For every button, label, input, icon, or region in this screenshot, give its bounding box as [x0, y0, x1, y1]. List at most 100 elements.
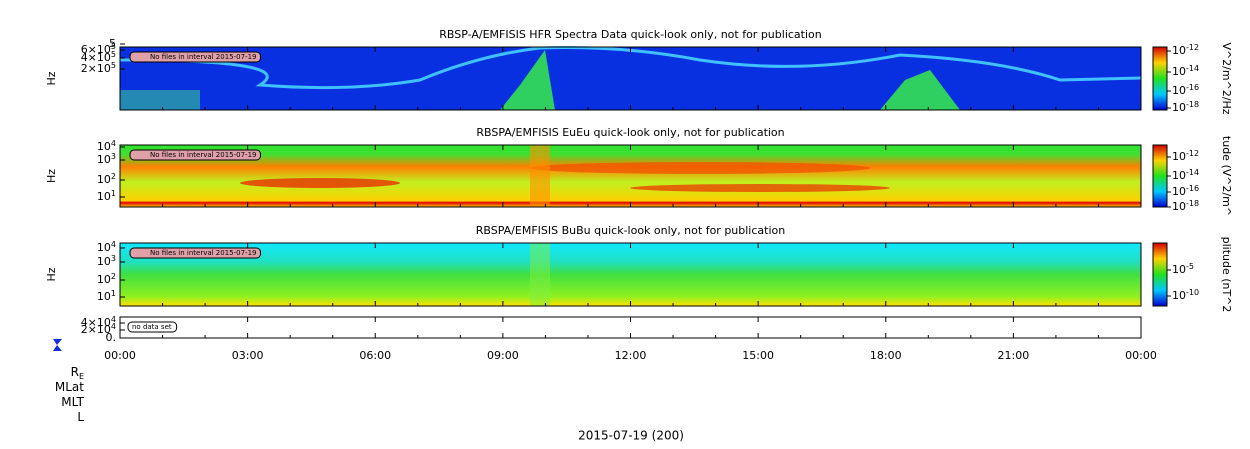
y-tick-label-exp: 4: [111, 322, 116, 331]
y-tick-label-base: 10: [97, 173, 111, 186]
colorbar-tick-label: 10-14: [1172, 168, 1199, 183]
colorbar-tick-label: 10-16: [1172, 184, 1199, 199]
colorbar-tick-label: 10-12: [1172, 149, 1199, 164]
colorbar-tick-label-base: 10: [1172, 263, 1186, 276]
y-tick-label: 103: [97, 254, 116, 269]
note-box: [127, 321, 178, 333]
y-tick-label-base: 0.: [106, 331, 117, 344]
colorbar-tick-label-exp: -16: [1186, 83, 1199, 92]
y-tick-label-exp: 4: [111, 315, 116, 324]
y-tick-label-base: 5: [109, 37, 116, 50]
colorbar-label: plitude (nT^2: [1220, 237, 1233, 313]
note-box: [129, 149, 261, 161]
colorbar-tick-label: 10-5: [1172, 262, 1194, 277]
y-tick-label-base: 10: [97, 190, 111, 203]
y-tick-label: 6×105: [81, 42, 116, 57]
y-tick-label-base: 2×10: [81, 62, 111, 75]
colorbars: [1152, 46, 1168, 307]
colorbar-label: V^2/m^2/Hz: [1220, 42, 1233, 114]
y-tick-label-exp: 4: [111, 139, 116, 148]
y-tick-label-exp: 3: [111, 254, 116, 263]
x-tick-label: 00:00: [1125, 349, 1157, 362]
note: No files in interval 2015-07-19: [150, 151, 256, 159]
panel-title: RBSPA/EMFISIS EuEu quick-look only, not …: [476, 126, 784, 139]
y-tick-label-base: 10: [97, 241, 111, 254]
colorbar-tick-label-base: 10: [1172, 44, 1186, 57]
colorbar-tick-label-base: 10: [1172, 169, 1186, 182]
spectrogram: [119, 46, 1142, 306]
colorbar-tick-label: 10-18: [1172, 100, 1199, 115]
colorbar-tick-label: 10-12: [1172, 43, 1199, 58]
y-tick-label-exp: 1: [111, 189, 116, 198]
y-tick-label-base: 6×10: [81, 43, 111, 56]
y-tick-label-exp: 2: [111, 172, 116, 181]
note: no data set: [132, 323, 172, 331]
colorbar-tick-label-exp: -16: [1186, 184, 1199, 193]
colorbar-tick-label-base: 10: [1172, 150, 1186, 163]
y-tick-label-exp: 1: [111, 289, 116, 298]
colorbar-tick-label-exp: -10: [1186, 288, 1199, 297]
y-tick-label: 103: [97, 152, 116, 167]
ephemeris-label-base: L: [77, 410, 84, 424]
ephemeris-label-sub: E: [79, 372, 84, 381]
y-tick-label: 104: [97, 240, 116, 255]
ephemeris-label: MLT: [61, 395, 84, 409]
y-tick-label-base: 10: [97, 140, 111, 153]
y-tick-label: 101: [97, 189, 116, 204]
x-tick-label: 15:00: [742, 349, 774, 362]
x-tick-label: 00:00: [104, 349, 136, 362]
y-tick-label: 4×104: [81, 315, 116, 330]
y-tick-label: 102: [97, 172, 116, 187]
note: No files in interval 2015-07-19: [150, 53, 256, 61]
y-tick-label-exp: 4: [111, 240, 116, 249]
y-tick-label: 0.: [106, 331, 117, 344]
y-tick-label: 2×105: [81, 61, 116, 76]
colorbar-tick-label-exp: -14: [1186, 168, 1199, 177]
x-tick-label: 12:00: [615, 349, 647, 362]
y-tick-label-base: 10: [97, 255, 111, 268]
panel-title: RBSP-A/EMFISIS HFR Spectra Data quick-lo…: [439, 28, 822, 41]
y-tick-label: 4×105: [81, 50, 116, 65]
colorbar-tick-label: 10-18: [1172, 199, 1199, 214]
y-tick-label-exp: 3: [111, 152, 116, 161]
x-tick-label: 06:00: [359, 349, 391, 362]
y-tick-label: 104: [97, 139, 116, 154]
y-tick-label: 102: [97, 272, 116, 287]
note: No files in interval 2015-07-19: [150, 249, 256, 257]
ephemeris-label: RE: [71, 365, 84, 381]
y-axis-label: Hz: [45, 267, 58, 281]
y-tick-label-exp: 2: [111, 272, 116, 281]
note-box: [129, 247, 261, 259]
y-tick-label-exp: 5: [111, 61, 116, 70]
y-axis-label: Hz: [45, 71, 58, 85]
x-axis-title: 2015-07-19 (200): [578, 429, 684, 443]
colorbar-tick-label-exp: -12: [1186, 149, 1199, 158]
ephemeris-icon: [53, 339, 62, 351]
x-tick-label: 21:00: [998, 349, 1030, 362]
y-tick-label: 5: [109, 37, 116, 50]
y-tick-label: 101: [97, 289, 116, 304]
note-box: [129, 51, 261, 63]
colorbar-tick-label-exp: -14: [1186, 64, 1199, 73]
colorbar-tick-label-base: 10: [1172, 200, 1186, 213]
y-axis-label: Hz: [45, 169, 58, 183]
colorbar-tick-label: 10-16: [1172, 83, 1199, 98]
ephemeris-label-base: MLat: [55, 380, 84, 394]
y-tick-label-base: 2×10: [81, 323, 111, 336]
y-tick-label-base: 10: [97, 273, 111, 286]
ephemeris-label: MLat: [55, 380, 84, 394]
x-tick-label: 03:00: [232, 349, 264, 362]
colorbar-tick-label: 10-10: [1172, 288, 1199, 303]
ephemeris-label-base: R: [71, 365, 79, 379]
colorbar-tick-label-base: 10: [1172, 289, 1186, 302]
colorbar-tick-label-base: 10: [1172, 65, 1186, 78]
ephemeris-label-base: MLT: [61, 395, 84, 409]
colorbar-tick-label-exp: -5: [1186, 262, 1194, 271]
colorbar-label: tude (V^2/m^: [1220, 136, 1233, 216]
ephemeris-label: L: [77, 410, 84, 424]
panel-title: RBSPA/EMFISIS BuBu quick-look only, not …: [476, 224, 786, 237]
y-tick-label-base: 10: [97, 153, 111, 166]
y-tick-label-exp: 5: [111, 42, 116, 51]
x-tick-label: 09:00: [487, 349, 519, 362]
